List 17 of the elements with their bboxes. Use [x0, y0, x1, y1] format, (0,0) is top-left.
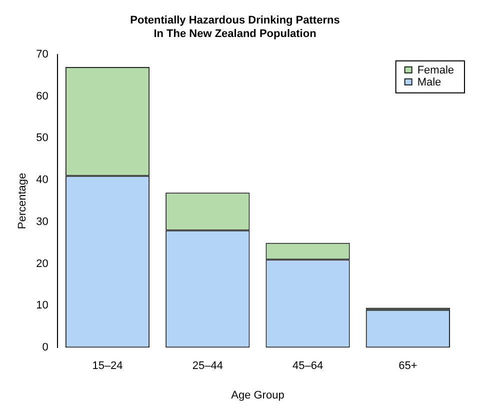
y-axis-title: Percentage [16, 172, 29, 230]
x-axis-title: Age Group [231, 389, 284, 402]
chart-title: Potentially Hazardous Drinking Patterns In The New Zealand Population [130, 14, 340, 40]
y-tick-label: 50 [36, 132, 48, 144]
y-tick-label: 20 [36, 258, 48, 270]
x-tick-label: 25–44 [192, 360, 223, 372]
x-tick-label: 45–64 [292, 360, 324, 372]
y-tick-label: 0 [42, 342, 48, 354]
legend-label: Male [417, 76, 442, 88]
legend-label: Female [417, 64, 454, 76]
y-tick-label: 30 [36, 216, 48, 228]
y-tick-label: 40 [36, 174, 48, 186]
x-tick-label: 15–24 [92, 360, 123, 372]
y-tick-label: 10 [36, 300, 48, 312]
y-tick-label: 60 [36, 90, 48, 102]
x-tick-label: 65+ [398, 360, 418, 372]
y-tick-label: 70 [36, 48, 48, 60]
